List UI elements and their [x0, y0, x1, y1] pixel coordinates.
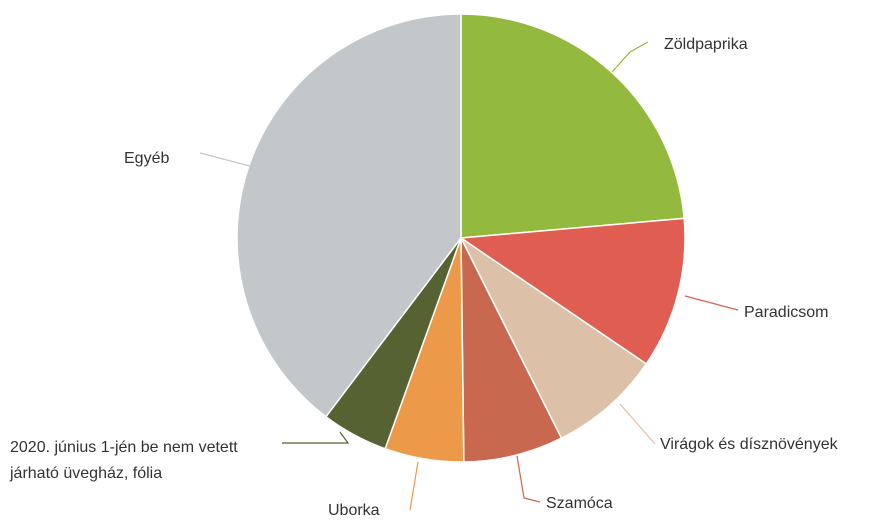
- pie-slice: [460, 237, 563, 463]
- pie-slice: [460, 13, 685, 239]
- leader-line: [409, 461, 419, 511]
- slice-label: Egyéb: [124, 150, 170, 167]
- slice-label: Szamóca: [546, 495, 613, 512]
- slice-label: Zöldpaprika: [664, 36, 748, 53]
- leader-line: [619, 403, 656, 445]
- leader-line: [199, 152, 251, 167]
- slice-label: Paradicsom: [744, 304, 829, 321]
- slice-label: 2020. június 1-jén be nem vetett járható…: [10, 439, 238, 482]
- pie-slice: [236, 13, 462, 418]
- leader-line: [516, 455, 541, 503]
- pie-slice: [459, 235, 648, 440]
- slice-label: Virágok és dísznövények: [660, 436, 838, 453]
- leader-line: [684, 295, 739, 311]
- pie-slice: [458, 217, 686, 365]
- leader-line: [282, 431, 350, 444]
- leader-line: [611, 41, 649, 73]
- slice-label: Uborka: [328, 502, 380, 519]
